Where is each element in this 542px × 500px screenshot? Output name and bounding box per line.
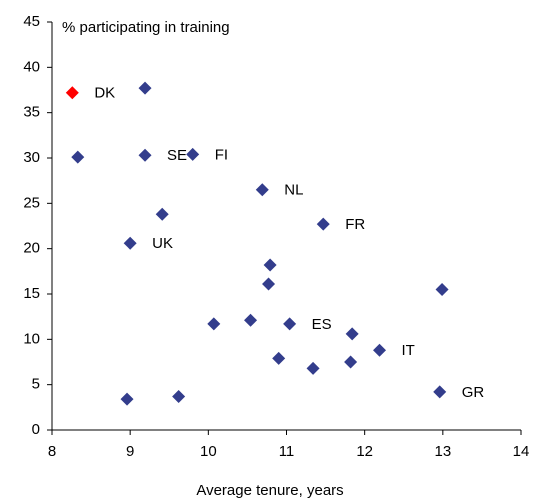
x-tick-label: 8 <box>48 443 56 460</box>
y-tick-label: 35 <box>23 104 40 121</box>
point <box>344 355 358 369</box>
point <box>255 183 269 197</box>
x-tick-label: 11 <box>279 443 295 460</box>
point <box>120 392 134 406</box>
x-tick-label: 12 <box>356 443 373 460</box>
point-label: NL <box>284 182 303 199</box>
point <box>283 317 297 331</box>
point <box>155 207 169 221</box>
y-tick-label: 15 <box>23 285 40 302</box>
point <box>433 385 447 399</box>
point-label: GR <box>462 384 485 401</box>
point <box>435 282 449 296</box>
point-label: IT <box>402 342 415 359</box>
point-label: SE <box>167 147 187 164</box>
point <box>345 327 359 341</box>
point <box>186 147 200 161</box>
y-tick-label: 10 <box>23 330 40 347</box>
x-tick-label: 14 <box>513 443 530 460</box>
point <box>138 148 152 162</box>
x-tick-label: 9 <box>126 443 134 460</box>
y-tick-label: 5 <box>32 376 40 393</box>
point <box>373 343 387 357</box>
x-tick-label: 10 <box>200 443 217 460</box>
point <box>306 361 320 375</box>
point <box>316 217 330 231</box>
y-tick-label: 30 <box>23 149 40 166</box>
point-label: FI <box>215 146 228 163</box>
point-label: FR <box>345 216 365 233</box>
y-tick-label: 25 <box>23 194 40 211</box>
x-axis-title: Average tenure, years <box>196 482 343 499</box>
point <box>263 258 277 272</box>
point <box>272 351 286 365</box>
point-label: DK <box>94 85 115 102</box>
y-tick-label: 45 <box>23 13 40 30</box>
point <box>262 277 276 291</box>
point <box>65 86 79 100</box>
y-tick-label: 40 <box>23 58 40 75</box>
point <box>71 150 85 164</box>
point <box>207 317 221 331</box>
y-tick-label: 0 <box>32 421 40 438</box>
point <box>244 313 258 327</box>
point <box>138 81 152 95</box>
point <box>172 389 186 403</box>
point-label: UK <box>152 235 173 252</box>
y-tick-label: 20 <box>23 240 40 257</box>
x-tick-label: 13 <box>434 443 451 460</box>
point <box>123 236 137 250</box>
y-axis-title: % participating in training <box>62 19 230 36</box>
point-label: ES <box>312 316 332 333</box>
